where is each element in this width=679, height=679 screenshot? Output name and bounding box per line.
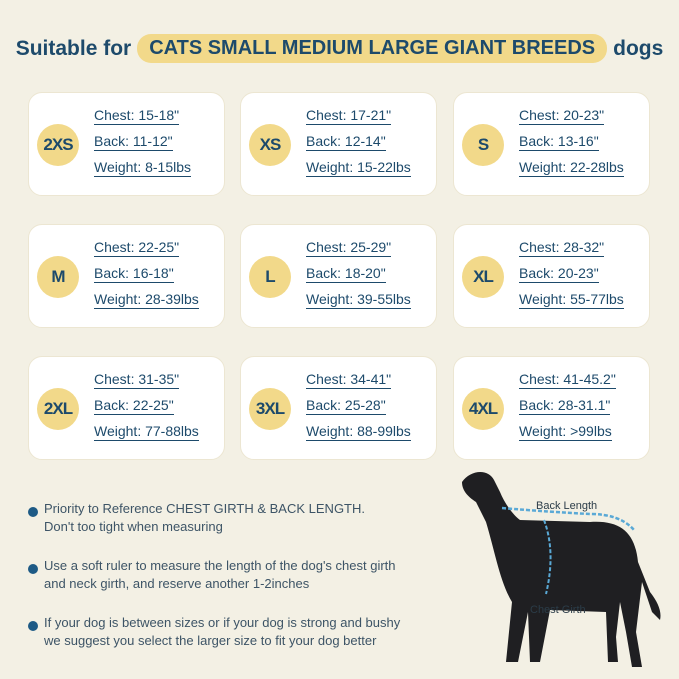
size-card-3xl: 3XL Chest: 34-41" Back: 25-28" Weight: 8…	[240, 356, 437, 460]
chest-measure: Chest: 25-29"	[306, 239, 392, 257]
weight-measure: Weight: 28-39lbs	[94, 291, 199, 309]
weight-measure: Weight: 15-22lbs	[306, 159, 411, 177]
size-card-m: M Chest: 22-25" Back: 16-18" Weight: 28-…	[28, 224, 225, 328]
header-highlight: CATS SMALL MEDIUM LARGE GIANT BREEDS	[137, 34, 608, 63]
weight-measure: Weight: >99lbs	[519, 423, 612, 441]
back-measure: Back: 28-31.1"	[519, 397, 611, 415]
size-badge: S	[462, 124, 504, 166]
size-badge: XL	[462, 256, 504, 298]
header-suffix: dogs	[613, 36, 664, 60]
back-measure: Back: 25-28"	[306, 397, 386, 415]
back-measure: Back: 18-20"	[306, 265, 386, 283]
size-badge: 2XS	[37, 124, 79, 166]
chest-measure: Chest: 15-18"	[94, 107, 180, 125]
tip-line: Priority to Reference CHEST GIRTH & BACK…	[44, 501, 365, 516]
tip-line: and neck girth, and reserve another 1-2i…	[44, 576, 310, 591]
size-card-4xl: 4XL Chest: 41-45.2" Back: 28-31.1" Weigh…	[453, 356, 650, 460]
dog-illustration	[462, 471, 661, 667]
header: Suitable for CATS SMALL MEDIUM LARGE GIA…	[0, 34, 679, 63]
chest-measure: Chest: 28-32"	[519, 239, 605, 257]
bullet-icon	[28, 507, 38, 517]
weight-measure: Weight: 22-28lbs	[519, 159, 624, 177]
size-card-2xs: 2XS Chest: 15-18" Back: 11-12" Weight: 8…	[28, 92, 225, 196]
back-measure: Back: 13-16"	[519, 133, 599, 151]
size-card-2xl: 2XL Chest: 31-35" Back: 22-25" Weight: 7…	[28, 356, 225, 460]
size-card-xl: XL Chest: 28-32" Back: 20-23" Weight: 55…	[453, 224, 650, 328]
tip-line: Use a soft ruler to measure the length o…	[44, 558, 396, 573]
header-prefix: Suitable for	[15, 36, 132, 60]
size-badge: 2XL	[37, 388, 79, 430]
chest-measure: Chest: 22-25"	[94, 239, 180, 257]
tip-3: If your dog is between sizes or if your …	[28, 614, 400, 650]
bullet-icon	[28, 564, 38, 574]
tip-1: Priority to Reference CHEST GIRTH & BACK…	[28, 500, 365, 536]
chest-measure: Chest: 31-35"	[94, 371, 180, 389]
chest-measure: Chest: 41-45.2"	[519, 371, 616, 389]
tip-line: we suggest you select the larger size to…	[44, 633, 377, 648]
size-badge: M	[37, 256, 79, 298]
tip-line: Don't too tight when measuring	[44, 519, 223, 534]
chest-girth-label: Chest Girth	[530, 604, 586, 616]
size-card-xs: XS Chest: 17-21" Back: 12-14" Weight: 15…	[240, 92, 437, 196]
size-card-l: L Chest: 25-29" Back: 18-20" Weight: 39-…	[240, 224, 437, 328]
back-measure: Back: 22-25"	[94, 397, 174, 415]
size-badge: XS	[249, 124, 291, 166]
size-badge: 3XL	[249, 388, 291, 430]
back-measure: Back: 12-14"	[306, 133, 386, 151]
chest-measure: Chest: 17-21"	[306, 107, 392, 125]
chest-measure: Chest: 20-23"	[519, 107, 605, 125]
back-length-label: Back Length	[536, 500, 598, 512]
chest-measure: Chest: 34-41"	[306, 371, 392, 389]
weight-measure: Weight: 88-99lbs	[306, 423, 411, 441]
chest-girth-line	[543, 519, 552, 595]
weight-measure: Weight: 8-15lbs	[94, 159, 192, 177]
size-card-s: S Chest: 20-23" Back: 13-16" Weight: 22-…	[453, 92, 650, 196]
weight-measure: Weight: 55-77lbs	[519, 291, 624, 309]
back-measure: Back: 16-18"	[94, 265, 174, 283]
back-length-line	[501, 506, 635, 531]
back-measure: Back: 20-23"	[519, 265, 599, 283]
weight-measure: Weight: 39-55lbs	[306, 291, 411, 309]
tip-2: Use a soft ruler to measure the length o…	[28, 557, 396, 593]
tip-line: If your dog is between sizes or if your …	[44, 615, 401, 630]
back-measure: Back: 11-12"	[94, 133, 173, 151]
dog-silhouette	[462, 471, 661, 667]
bullet-icon	[28, 621, 38, 631]
weight-measure: Weight: 77-88lbs	[94, 423, 199, 441]
size-badge: L	[249, 256, 291, 298]
size-badge: 4XL	[462, 388, 504, 430]
